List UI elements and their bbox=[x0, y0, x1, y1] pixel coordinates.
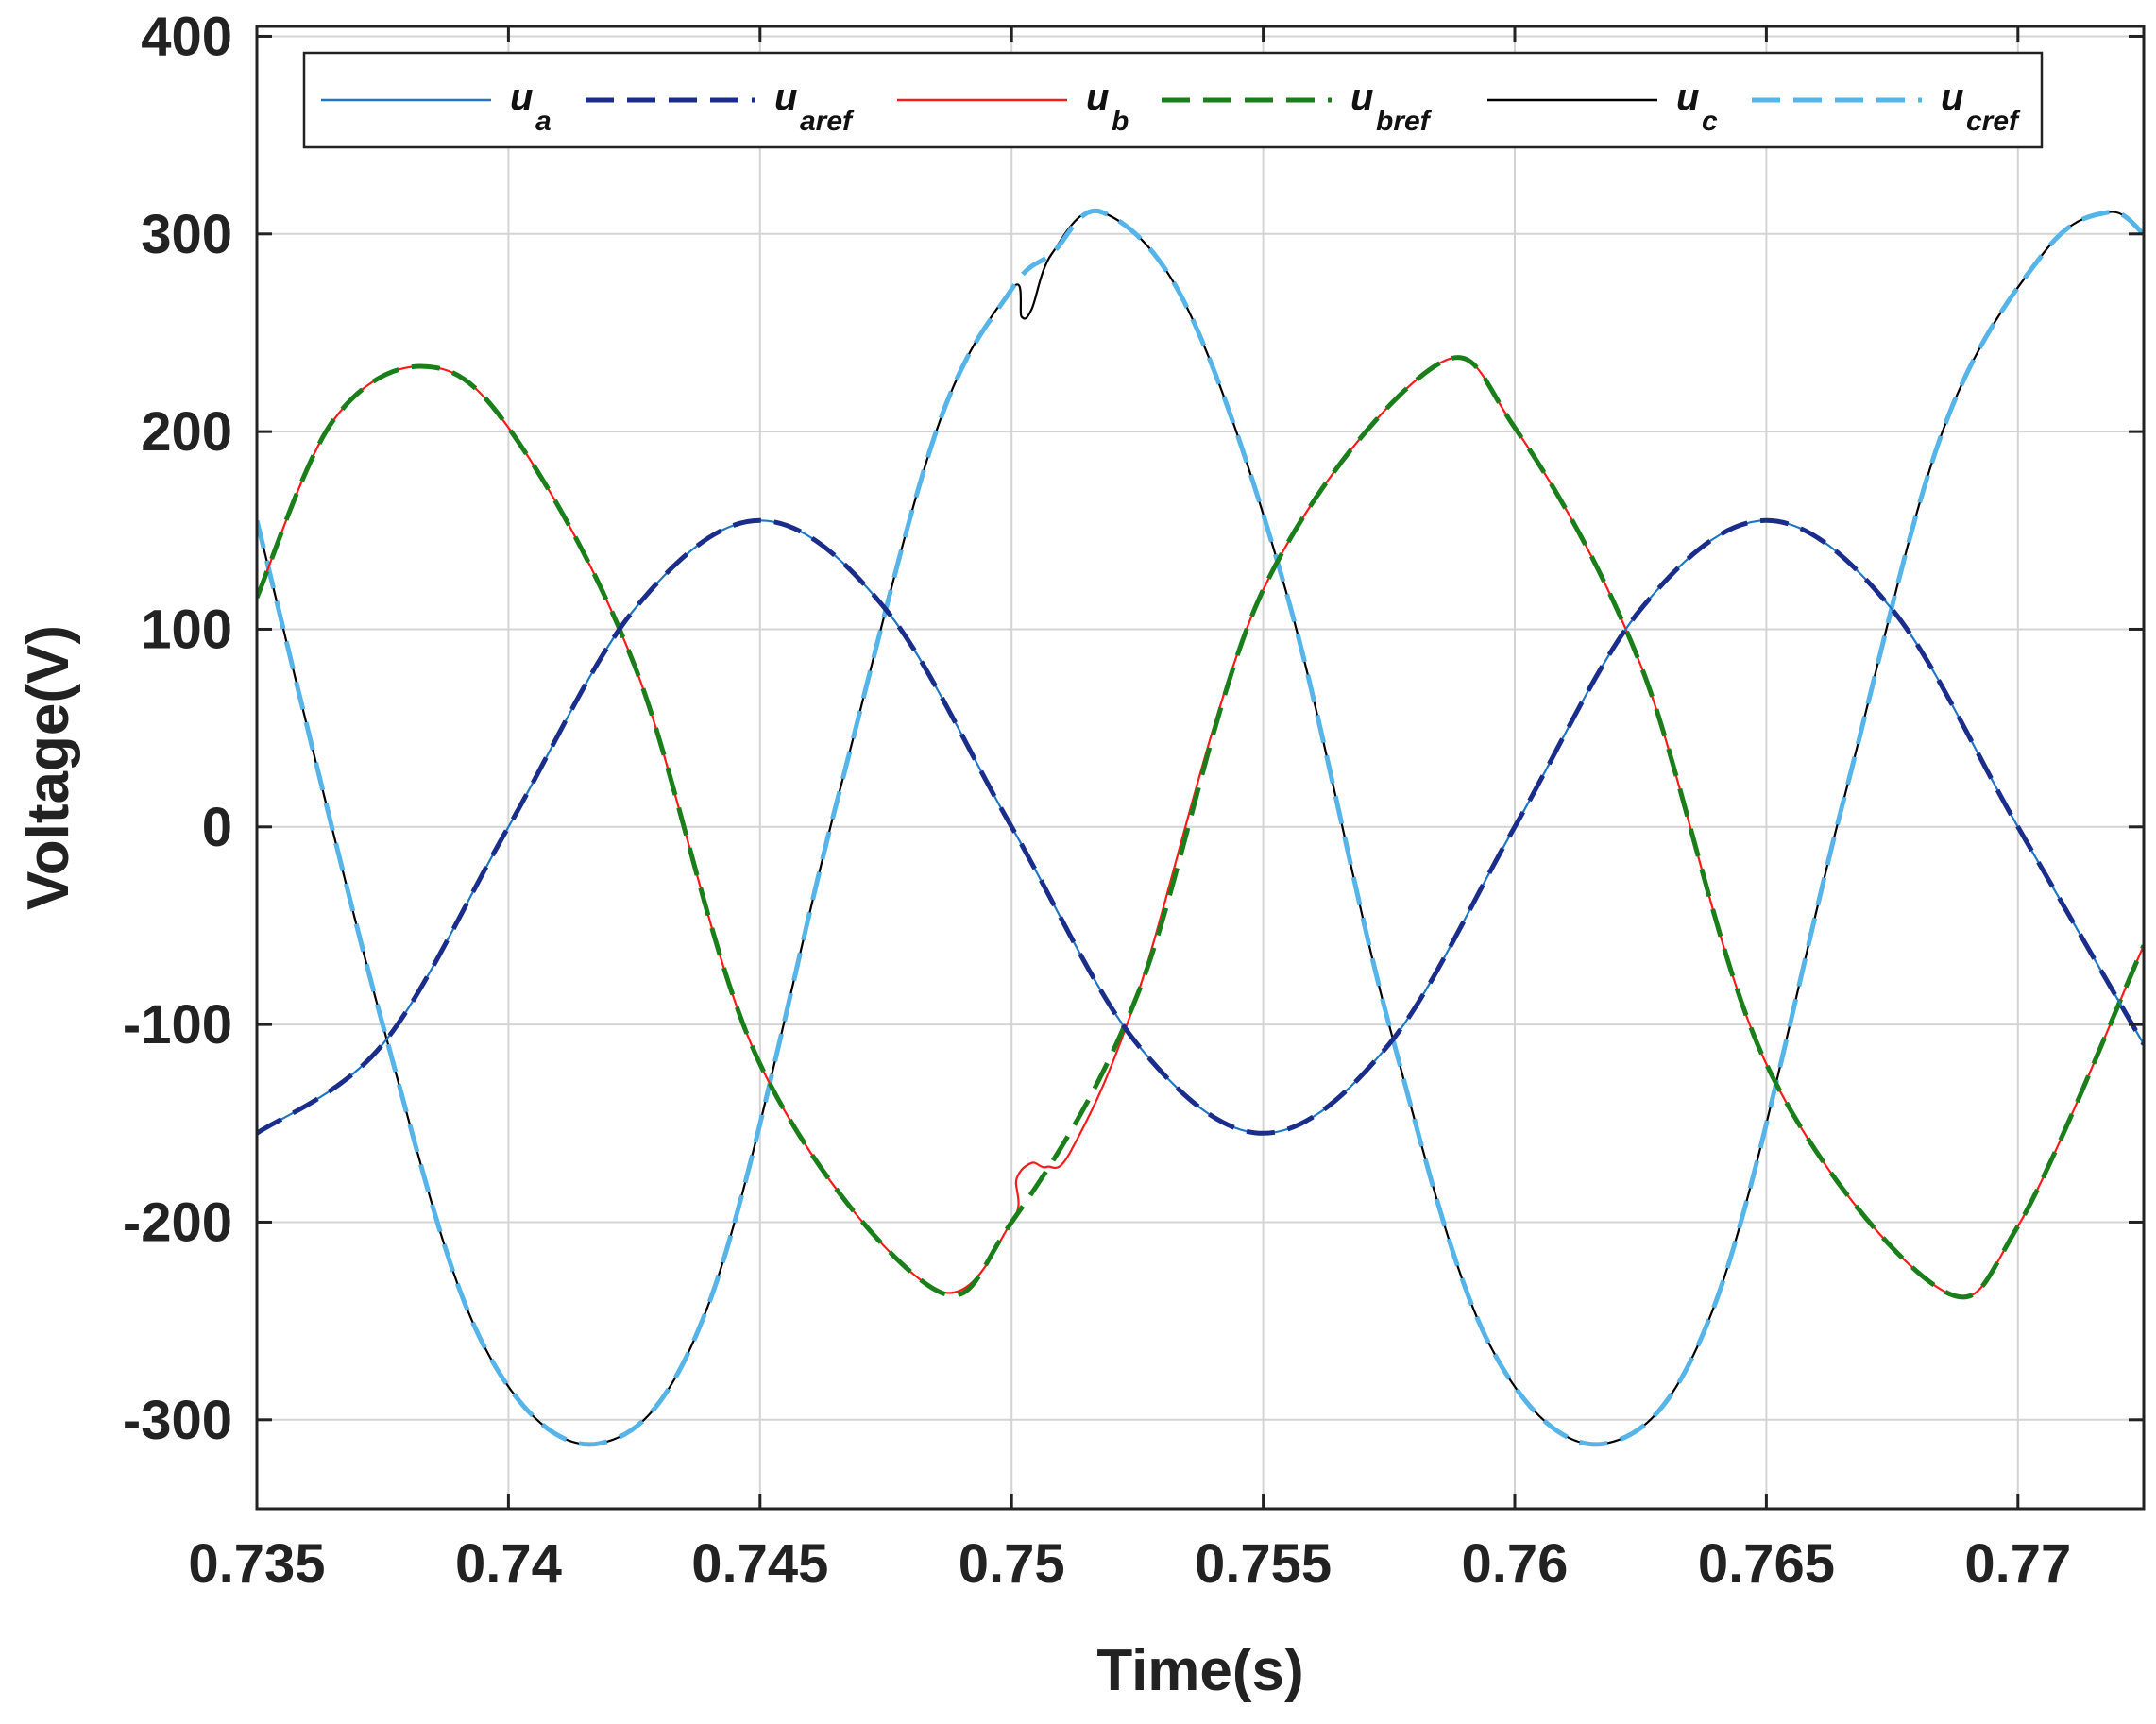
y-tick-label: -100 bbox=[123, 994, 232, 1056]
x-tick-label: 0.755 bbox=[1195, 1533, 1332, 1595]
grid bbox=[256, 26, 2144, 1509]
x-tick-label: 0.745 bbox=[691, 1533, 828, 1595]
series-line-u-bref bbox=[257, 355, 2144, 1300]
y-tick-label: 400 bbox=[141, 6, 232, 67]
legend-label-sub: bref bbox=[1376, 106, 1433, 137]
y-tick-label: 200 bbox=[141, 401, 232, 463]
y-tick-label: 0 bbox=[202, 797, 232, 858]
legend-label-main: u bbox=[774, 76, 797, 118]
legend-label-main: u bbox=[1086, 76, 1109, 118]
legend-label-main: u bbox=[510, 76, 533, 118]
legend-label-sub: a bbox=[535, 106, 552, 137]
legend-label-sub: aref bbox=[800, 106, 855, 137]
x-tick-label: 0.765 bbox=[1698, 1533, 1835, 1595]
legend-label-sub: c bbox=[1702, 106, 1718, 137]
legend-label-main: u bbox=[1350, 76, 1373, 118]
x-axis-title: Time(s) bbox=[1096, 1638, 1303, 1703]
y-tick-label: -200 bbox=[123, 1192, 232, 1253]
x-tick-label: 0.77 bbox=[1964, 1533, 2071, 1595]
y-tick-label: 300 bbox=[141, 204, 232, 265]
series-group bbox=[257, 208, 2144, 1447]
x-tick-label: 0.75 bbox=[959, 1533, 1065, 1595]
x-tick-label: 0.74 bbox=[455, 1533, 562, 1595]
legend-label-main: u bbox=[1676, 76, 1699, 118]
y-tick-label: -300 bbox=[123, 1390, 232, 1451]
series-line-u-cref bbox=[257, 208, 2144, 1447]
plot-frame bbox=[255, 25, 2146, 1511]
legend-label-sub: b bbox=[1112, 106, 1129, 137]
y-tick-label: 100 bbox=[141, 599, 232, 660]
y-axis-title: Voltage(V) bbox=[16, 625, 81, 910]
x-tick-label: 0.735 bbox=[188, 1533, 325, 1595]
legend-label-main: u bbox=[1941, 76, 1963, 118]
axis-ticks: 0.735 0.74 0.745 0.75 0.755 0.76 0.765 0.77 400 3… bbox=[123, 6, 2144, 1595]
series-line-u-aref bbox=[257, 517, 2144, 1136]
series-line-u-b bbox=[257, 356, 2144, 1299]
legend-label-sub: cref bbox=[1966, 106, 2021, 137]
x-tick-label: 0.76 bbox=[1462, 1533, 1569, 1595]
